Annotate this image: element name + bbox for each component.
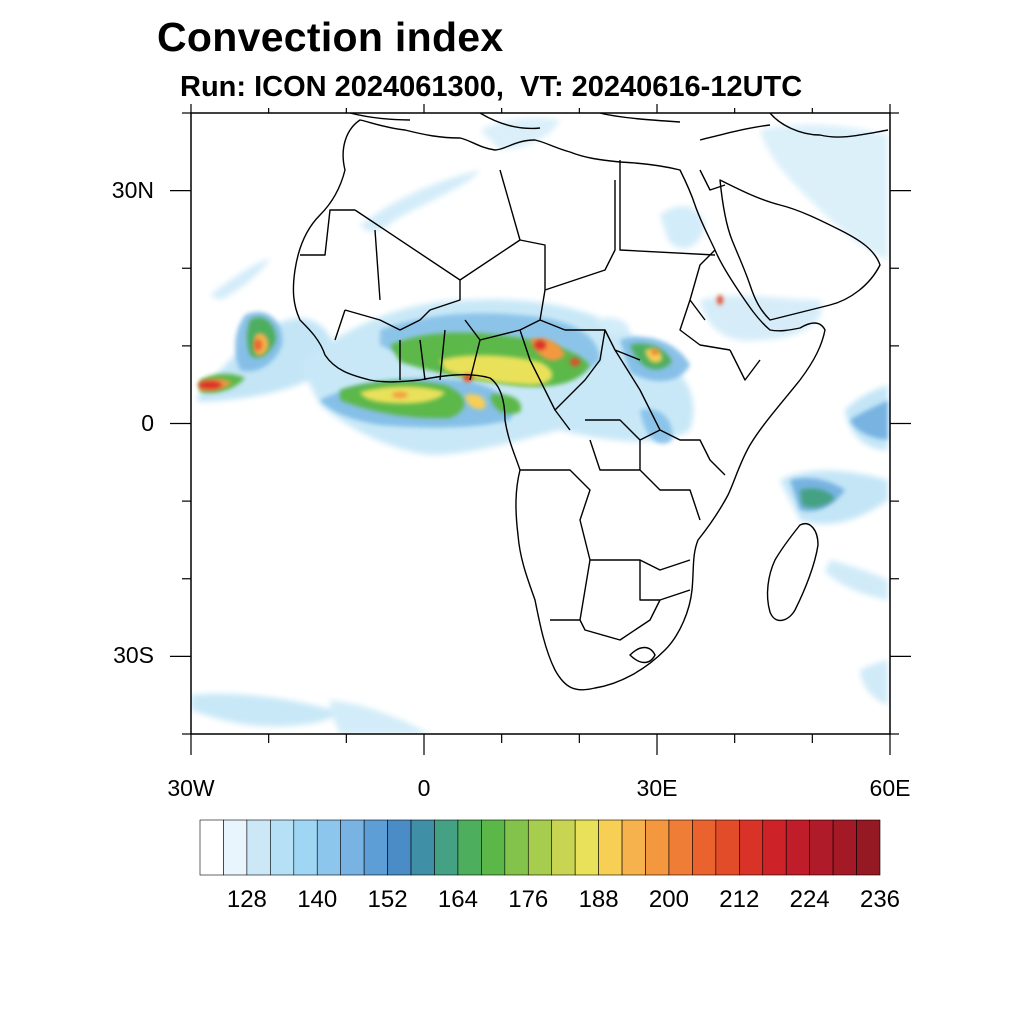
colorbar-box (293, 819, 318, 876)
colorbar-tick-label: 188 (578, 886, 619, 913)
colorbar-box (832, 819, 857, 876)
map-frame (170, 104, 911, 755)
colorbar-box (645, 819, 670, 876)
lat-tick-label: 0 (141, 409, 154, 436)
lon-tick-label: 60E (869, 775, 911, 801)
colorbar-tick-label: 128 (226, 886, 267, 913)
colorbar-box (551, 819, 576, 876)
colorbar-box (739, 819, 764, 876)
colorbar-box (785, 819, 810, 876)
colorbar-tick-label: 152 (367, 886, 408, 913)
colorbar-tick-label: 200 (648, 886, 689, 913)
colorbar-box (246, 819, 271, 876)
colorbar-box (598, 819, 623, 876)
colorbar-tick-label: 176 (508, 886, 549, 913)
madagascar-coastline (766, 523, 819, 622)
colorbar-tick-label: 164 (437, 886, 478, 913)
colorbar-box (387, 819, 412, 876)
lat-tick-label: 30S (113, 642, 154, 669)
colorbar-box (527, 819, 553, 876)
lon-tick-label: 0 (417, 775, 431, 801)
colorbar-box (692, 819, 717, 876)
colorbar-box (457, 819, 482, 876)
colorbar-box (199, 819, 224, 876)
colorbar-box (762, 819, 787, 876)
colorbar-box (574, 819, 599, 876)
lon-tick-label: 30E (636, 775, 678, 801)
colorbar-box (363, 819, 388, 876)
africa-coastline (292, 119, 826, 691)
colorbar-box (668, 819, 693, 876)
colorbar-box (270, 819, 295, 876)
chart-subtitle: Run: ICON 2024061300, VT: 20240616-12UTC (180, 71, 803, 103)
colorbar-tick-label: 212 (719, 886, 760, 913)
colorbar-box (504, 819, 529, 876)
colorbar-tick-label: 224 (789, 886, 830, 913)
colorbar-box (434, 819, 459, 876)
colorbar-tick-label: 140 (297, 886, 338, 913)
convection-field (191, 118, 888, 734)
coastlines-and-borders (292, 113, 889, 691)
colorbar-box (410, 819, 435, 876)
colorbar-box (621, 819, 646, 876)
colorbar-box (481, 819, 506, 876)
colorbar-tick-label: 236 (859, 886, 901, 913)
colorbar-box (223, 819, 248, 876)
colorbar (199, 819, 881, 876)
colorbar-box (809, 819, 834, 876)
colorbar-box (715, 819, 740, 876)
colorbar-box (316, 819, 341, 876)
chart-title: Convection index (157, 14, 504, 60)
colorbar-box (340, 819, 365, 876)
europe-coastline (349, 113, 889, 141)
lat-tick-label: 30N (111, 176, 154, 203)
lon-tick-label: 30W (167, 775, 215, 801)
colorbar-box (856, 819, 881, 876)
country-borders (300, 160, 761, 664)
arabia-coastline (719, 179, 881, 321)
